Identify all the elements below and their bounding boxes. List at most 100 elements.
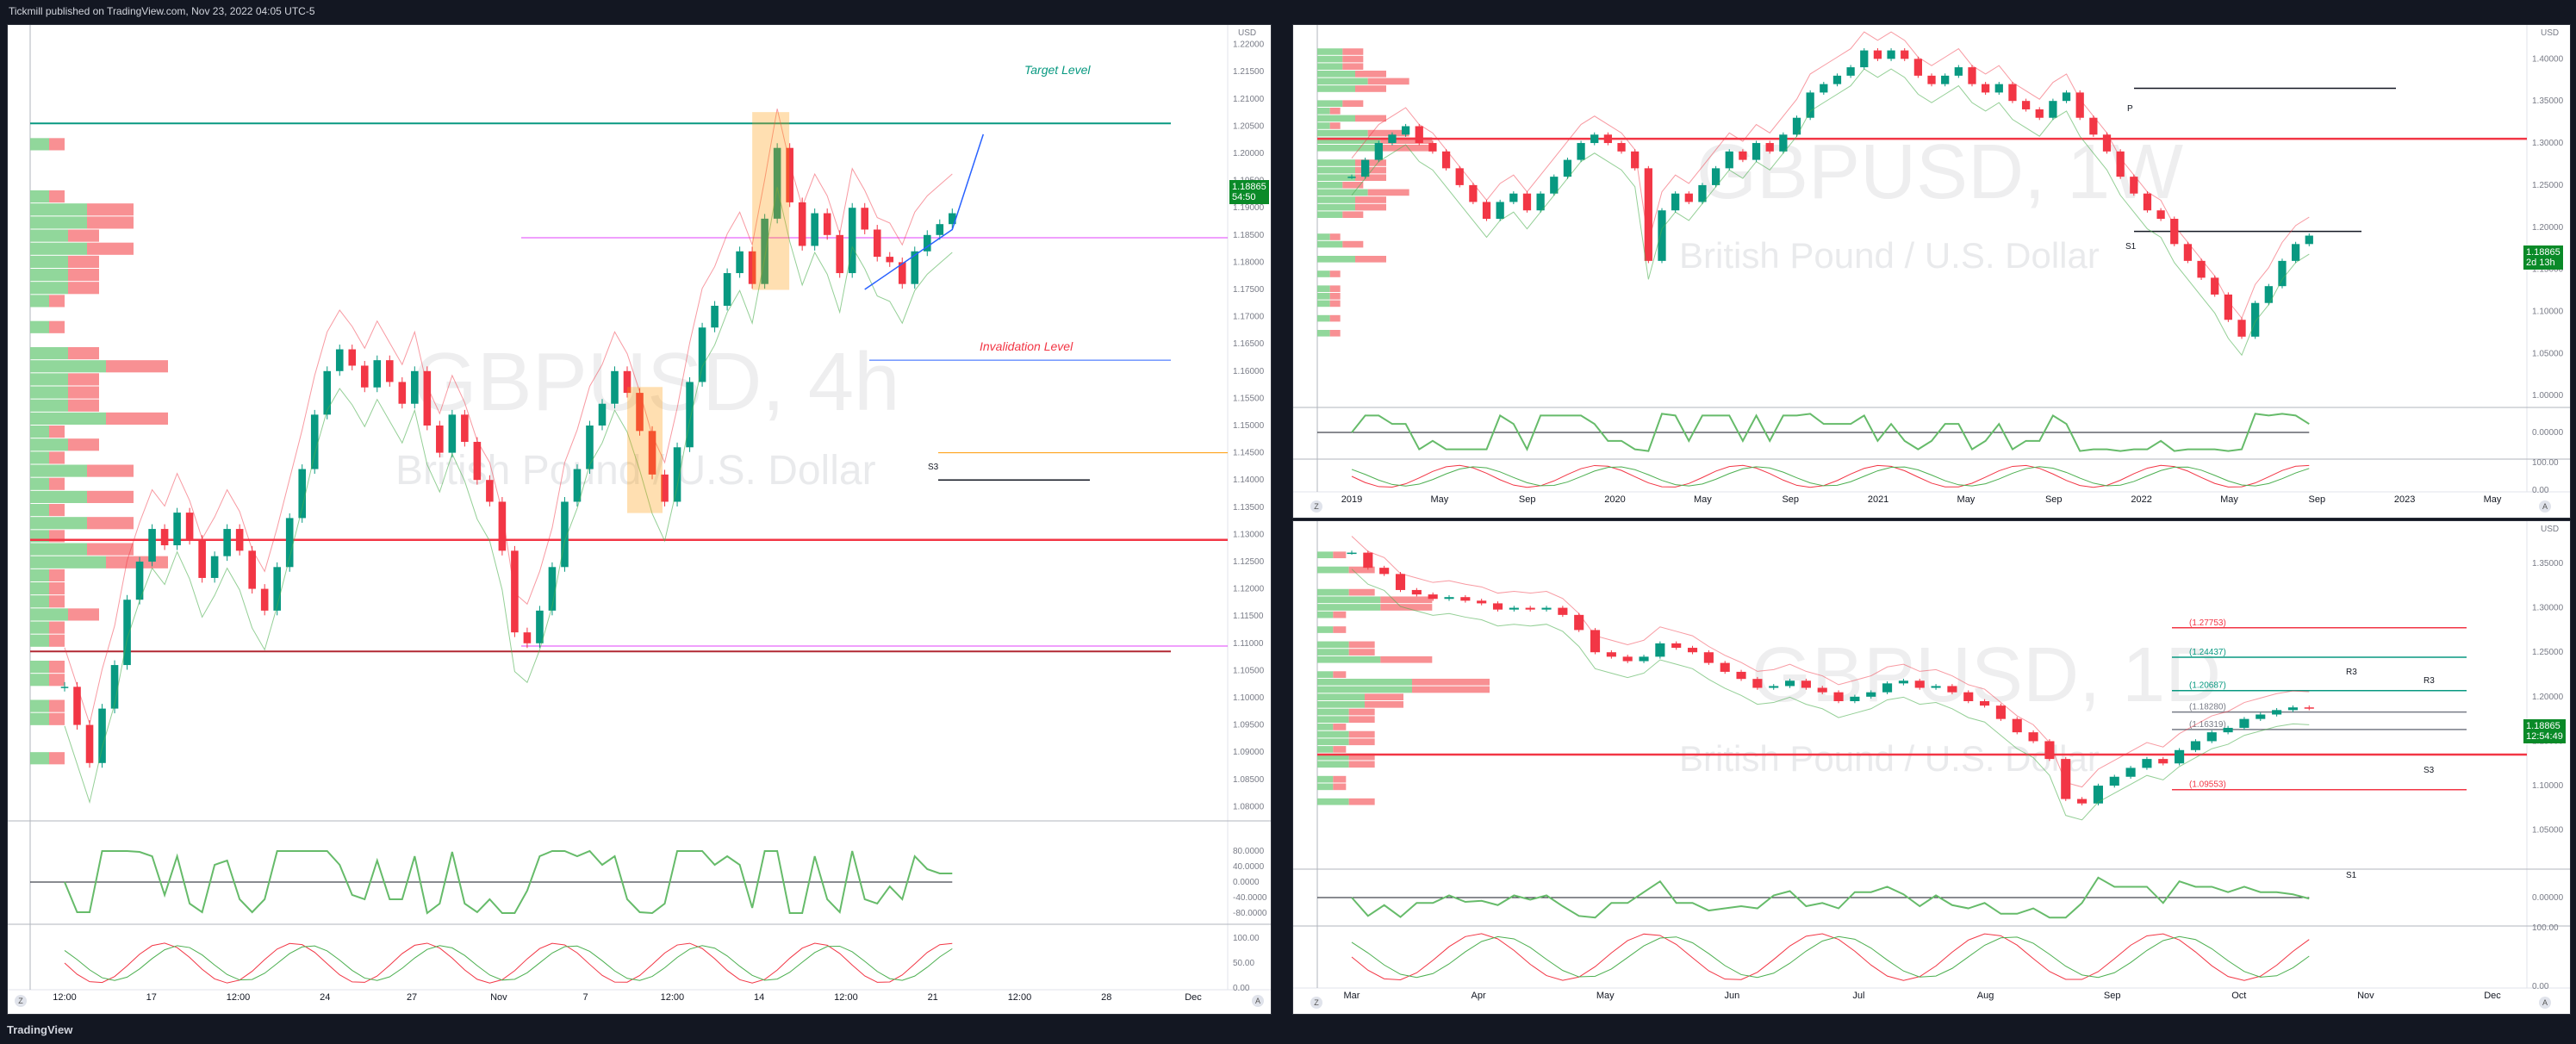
candle-body bbox=[98, 708, 106, 763]
candle-body bbox=[1617, 143, 1626, 152]
price-axis-tick: 1.18000 bbox=[1233, 258, 1265, 267]
volume-profile-down bbox=[106, 360, 168, 373]
candle-body bbox=[2061, 759, 2071, 799]
candle-body bbox=[1411, 589, 1422, 595]
volume-profile-down bbox=[1355, 196, 1386, 203]
volume-profile-down bbox=[1355, 159, 1386, 166]
volume-profile-down bbox=[49, 634, 65, 647]
time-axis-tick: 12:00 bbox=[1008, 992, 1032, 1003]
price-axis-tick: 1.10500 bbox=[1233, 666, 1265, 675]
price-axis-tick: 1.09000 bbox=[1233, 748, 1265, 757]
watermark-symbol: GBPUSD, 1W bbox=[1696, 129, 2184, 215]
price-axis-tick: 1.05000 bbox=[2532, 349, 2564, 358]
volume-profile-down bbox=[49, 504, 65, 517]
price-axis-tick: 1.09500 bbox=[1233, 721, 1265, 730]
candle-body bbox=[561, 501, 569, 568]
fib-level-label: (1.16319) bbox=[2189, 720, 2226, 730]
volume-profile-up bbox=[1317, 775, 1334, 783]
volume-profile-down bbox=[1342, 182, 1364, 189]
stochastic-axis-tick: 100.00 bbox=[1233, 934, 1260, 943]
zoom-reset-button[interactable]: Z bbox=[15, 995, 27, 1007]
chart-panel-1d[interactable]: GBPUSD, 1D British Pound / U.S. Dollar 1… bbox=[1292, 520, 2571, 1015]
volume-profile-down bbox=[1348, 730, 1375, 738]
volume-profile-down bbox=[1333, 775, 1347, 783]
price-axis-tick: 1.11500 bbox=[1233, 612, 1264, 621]
candle-body bbox=[1833, 692, 1844, 701]
stochastic-axis-tick: 0.00 bbox=[2532, 486, 2549, 495]
fib-level-label: (1.20687) bbox=[2189, 681, 2226, 691]
volume-profile-up bbox=[30, 582, 49, 595]
auto-scale-button[interactable]: A bbox=[2539, 997, 2551, 1009]
candle-body bbox=[2109, 776, 2119, 786]
lower-band-line bbox=[1351, 68, 2310, 357]
candle-body bbox=[1563, 159, 1572, 177]
volume-profile-up bbox=[1317, 693, 1365, 700]
chart-svg-1d[interactable]: 1.350001.300001.250001.200001.150001.100… bbox=[1293, 521, 2570, 1014]
volume-profile-up bbox=[1317, 708, 1349, 716]
candle-body bbox=[1901, 50, 1909, 59]
candle-body bbox=[1639, 656, 1649, 662]
volume-profile-up bbox=[1317, 798, 1349, 805]
price-axis-tick: 1.11000 bbox=[1233, 639, 1264, 649]
volume-profile-down bbox=[68, 255, 99, 268]
s3-level-label: S3 bbox=[928, 463, 939, 472]
time-axis-tick: Aug bbox=[1977, 991, 1994, 1001]
volume-profile-down bbox=[68, 438, 99, 451]
candle-body bbox=[2021, 101, 2031, 109]
chart-svg-4h[interactable]: 1.220001.215001.210001.205001.200001.195… bbox=[8, 25, 1271, 1014]
candle-body bbox=[1558, 607, 1568, 615]
candle-body bbox=[936, 224, 944, 235]
stochastic-d-line bbox=[1351, 935, 2310, 979]
candle-body bbox=[2062, 92, 2071, 102]
volume-profile-up bbox=[1317, 108, 1330, 115]
price-axis-tick: 1.30000 bbox=[2532, 139, 2564, 148]
volume-profile-down bbox=[87, 203, 134, 216]
volume-profile-up bbox=[1317, 626, 1334, 633]
candle-body bbox=[2305, 235, 2313, 245]
chart-panel-4h[interactable]: GBPUSD, 4h British Pound / U.S. Dollar 1… bbox=[7, 24, 1272, 1015]
price-axis-tick: 1.12000 bbox=[1233, 585, 1265, 594]
candle-body bbox=[210, 556, 219, 578]
candle-body bbox=[398, 382, 407, 404]
candle-body bbox=[1590, 630, 1601, 653]
auto-scale-button[interactable]: A bbox=[2539, 500, 2551, 513]
candle-body bbox=[1792, 117, 1801, 135]
chart-panel-1w[interactable]: GBPUSD, 1W British Pound / U.S. Dollar 1… bbox=[1292, 24, 2571, 519]
price-axis-tick: 1.10000 bbox=[2532, 308, 2564, 317]
time-axis-tick: May bbox=[1596, 991, 1615, 1001]
volume-profile-down bbox=[1333, 746, 1347, 753]
chart-svg-1w[interactable]: 1.40000 1.35000 1.30000 1.25000 1.20000 1.150… bbox=[1293, 25, 2570, 518]
volume-profile-up bbox=[1317, 678, 1412, 686]
candle-body bbox=[2143, 193, 2152, 211]
volume-profile-up bbox=[1317, 300, 1330, 308]
volume-profile-up bbox=[1317, 716, 1349, 724]
volume-profile-up bbox=[1317, 566, 1349, 574]
volume-profile-up bbox=[1317, 71, 1355, 78]
candle-body bbox=[386, 360, 394, 382]
volume-profile-down bbox=[1348, 641, 1375, 649]
time-axis-tick: 14 bbox=[754, 992, 764, 1003]
price-axis-tick: 1.35000 bbox=[2532, 559, 2564, 569]
volume-profile-down bbox=[1348, 588, 1375, 596]
price-axis-tick: 1.20000 bbox=[2532, 693, 2564, 702]
candle-body bbox=[523, 632, 532, 643]
time-axis-tick: May bbox=[2220, 494, 2238, 505]
watermark-symbol: GBPUSD, 4h bbox=[413, 336, 900, 428]
zoom-reset-button[interactable]: Z bbox=[1310, 997, 1322, 1009]
auto-scale-button[interactable]: A bbox=[1252, 995, 1264, 1007]
volume-profile-down bbox=[49, 712, 65, 725]
publisher-text: Tickmill published on TradingView.com, N… bbox=[9, 5, 315, 17]
tradingview-logo[interactable]: TradingView bbox=[7, 1023, 73, 1036]
time-axis-tick: Sep bbox=[2045, 494, 2063, 505]
volume-profile-down bbox=[1329, 122, 1341, 129]
candle-body bbox=[761, 218, 768, 284]
time-axis-tick: 17 bbox=[146, 992, 157, 1003]
candle-body bbox=[1401, 126, 1410, 135]
volume-profile-up bbox=[1317, 686, 1412, 693]
candle-body bbox=[1801, 680, 1811, 688]
volume-profile-down bbox=[1329, 300, 1341, 308]
volume-profile-down bbox=[1365, 693, 1403, 700]
candle-body bbox=[235, 529, 244, 551]
price-axis-tick: 1.16000 bbox=[1233, 367, 1265, 376]
zoom-reset-button[interactable]: Z bbox=[1310, 500, 1322, 513]
